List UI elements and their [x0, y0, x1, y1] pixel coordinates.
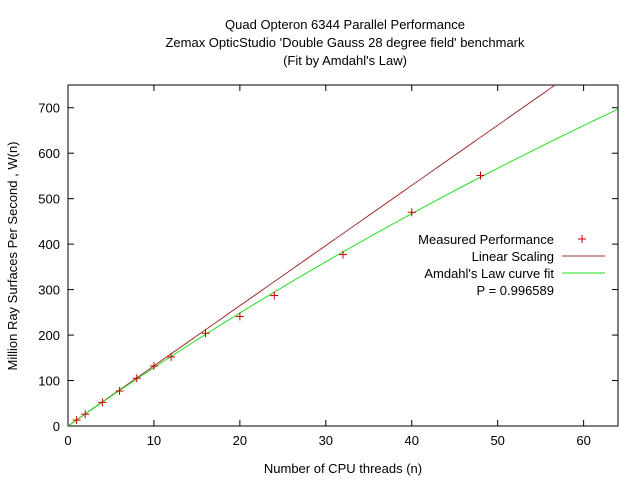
- y-tick-label: 300: [38, 283, 60, 298]
- title-line-1: Quad Opteron 6344 Parallel Performance: [225, 17, 465, 32]
- data-point: [201, 329, 210, 338]
- y-axis-label: Million Ray Surfaces Per Second , W(n): [5, 141, 20, 370]
- x-tick-label: 60: [576, 433, 590, 448]
- data-point: [235, 312, 244, 321]
- linear-scaling-line: [68, 85, 557, 426]
- title-line-2: Zemax OpticStudio 'Double Gauss 28 degre…: [165, 35, 525, 50]
- y-tick-label: 0: [53, 419, 60, 434]
- y-tick-label: 500: [38, 192, 60, 207]
- y-tick-label: 600: [38, 146, 60, 161]
- data-point: [149, 361, 158, 370]
- data-point: [407, 208, 416, 217]
- data-point: [81, 410, 90, 419]
- legend-label-measured: Measured Performance: [418, 232, 554, 247]
- data-point: [132, 374, 141, 383]
- data-point: [98, 398, 107, 407]
- legend: Measured Performance Linear Scaling Amda…: [418, 232, 605, 298]
- legend-annotation-p: P = 0.996589: [477, 283, 554, 298]
- data-point: [339, 250, 347, 259]
- x-tick-label: 30: [319, 433, 333, 448]
- y-tick-label: 400: [38, 237, 60, 252]
- x-tick-label: 20: [233, 433, 247, 448]
- legend-label-linear: Linear Scaling: [472, 249, 554, 264]
- x-tick-label: 10: [147, 433, 161, 448]
- legend-label-amdahl: Amdahl's Law curve fit: [424, 266, 554, 281]
- plot-frame: [67, 84, 619, 427]
- data-point: [115, 386, 124, 395]
- legend-marker-measured: [578, 235, 586, 243]
- y-tick-label: 700: [38, 101, 60, 116]
- data-point: [167, 352, 176, 361]
- y-tick-label: 100: [38, 374, 60, 389]
- x-tick-label: 50: [490, 433, 504, 448]
- y-tick-label: 200: [38, 328, 60, 343]
- chart-title: Quad Opteron 6344 Parallel Performance Z…: [165, 17, 525, 68]
- data-point: [476, 171, 485, 180]
- x-axis-label: Number of CPU threads (n): [264, 461, 422, 476]
- title-line-3: (Fit by Amdahl's Law): [283, 53, 407, 68]
- x-tick-label: 40: [405, 433, 419, 448]
- x-tick-label: 0: [64, 433, 71, 448]
- data-point: [270, 291, 279, 300]
- data-point: [72, 416, 81, 425]
